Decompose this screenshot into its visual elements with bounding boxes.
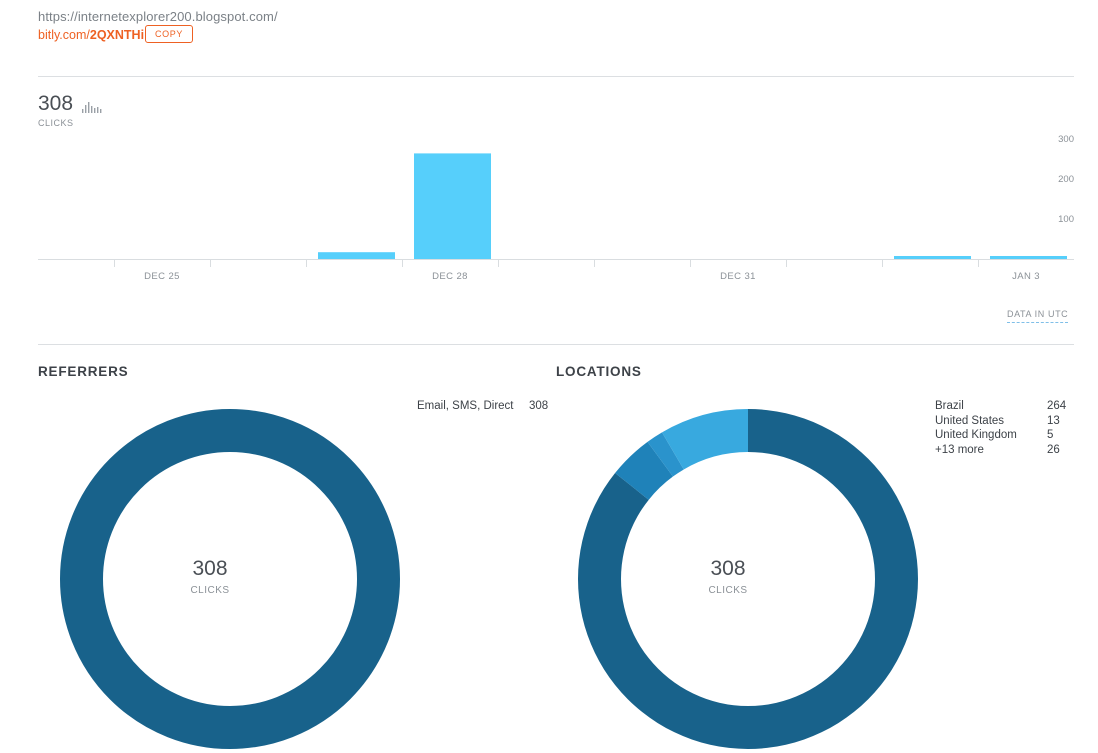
bar-jan-2[interactable] [894,256,971,259]
bar-jan-3[interactable] [990,256,1067,259]
location-name: Brazil [935,400,964,412]
legend-row-united-kingdom[interactable]: United Kingdom 5 [935,429,1075,444]
legend-row-email-sms-direct[interactable]: Email, SMS, Direct 308 [417,400,557,415]
referrers-donut-chart [60,409,400,749]
locations-slice-united-kingdom[interactable] [647,432,684,477]
locations-title: LOCATIONS [556,364,642,379]
location-count: 26 [1047,443,1060,456]
locations-legend: Brazil 264 United States 13 United Kingd… [935,400,1075,458]
divider-top [38,76,1074,77]
y-tick-label: 100 [1058,214,1074,225]
locations-center-value: 308 [710,557,746,580]
location-name: United Kingdom [935,429,1017,441]
location-count: 264 [1047,400,1067,412]
locations-center-label: CLICKS [708,585,748,596]
locations-slice-united-states[interactable] [615,441,673,500]
legend-row-more[interactable]: +13 more 26 [935,444,1075,459]
referrers-legend: Email, SMS, Direct 308 [417,400,557,415]
location-name: United States [935,414,1005,427]
copy-button[interactable]: COPY [145,25,193,43]
x-tick-label: DEC 28 [432,271,468,282]
legend-row-united-states[interactable]: United States 13 [935,415,1075,430]
referrer-name: Email, SMS, Direct [417,400,514,412]
x-tick-label: DEC 25 [144,271,180,282]
divider-middle [38,344,1074,345]
referrers-slice-email-sms-direct[interactable] [60,409,400,749]
bar-chart-icon[interactable] [82,101,102,113]
short-url-code: 2QXNTHi [89,28,145,42]
clicks-bar-chart: DEC 25 DEC 28 DEC 31 JAN 3 100 200 300 [38,134,1074,282]
data-in-utc-toggle[interactable]: DATA IN UTC [1007,309,1069,323]
y-tick-label: 200 [1058,174,1074,185]
total-clicks-value: 308 [38,92,74,115]
x-tick-label: DEC 31 [720,271,756,282]
location-count: 5 [1047,429,1054,441]
locations-donut-chart [577,409,918,749]
locations-slice-13-more[interactable] [662,409,748,470]
legend-row-brazil[interactable]: Brazil 264 [935,400,1075,415]
bar-dec-28[interactable] [414,153,491,259]
x-tick-label: JAN 3 [1012,271,1040,282]
y-tick-label: 300 [1058,134,1074,145]
referrers-donut-center: 308 CLICKS [110,557,310,596]
long-url-link[interactable]: https://internetexplorer200.blogspot.com… [38,9,278,24]
bar-dec-27[interactable] [318,252,395,259]
referrers-center-value: 308 [192,557,228,580]
locations-donut-center: 308 CLICKS [628,557,828,596]
referrers-center-label: CLICKS [190,585,230,596]
location-count: 13 [1047,414,1060,427]
short-url-domain: bitly.com/ [38,28,90,42]
total-clicks-label: CLICKS [38,118,74,128]
location-name: +13 more [935,443,984,456]
short-url-link[interactable]: bitly.com/2QXNTHi [38,28,144,42]
referrers-title: REFERRERS [38,364,129,379]
referrer-count: 308 [529,400,549,412]
